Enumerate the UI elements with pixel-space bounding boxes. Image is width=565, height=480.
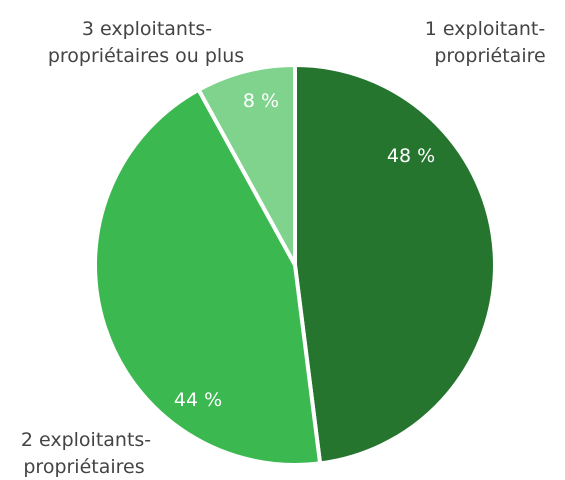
- slice-category-label-3-line-2: propriétaires ou plus: [48, 45, 244, 67]
- pie-slice-1: [293, 62, 497, 466]
- pie-slices: [93, 62, 497, 467]
- slice-category-label-1-line-2: propriétaire: [434, 45, 545, 67]
- slice-category-label-1-line-1: 1 exploitant-: [425, 18, 545, 40]
- slice-category-label-2-line-2: propriétaires: [23, 456, 144, 478]
- slice-category-label-3-line-1: 3 exploitants-: [82, 18, 212, 40]
- slice-value-labels: 48 % 44 % 8 %: [174, 90, 435, 411]
- slice-category-labels: 1 exploitant- propriétaire 2 exploitants…: [21, 18, 546, 478]
- slice-category-label-2-line-1: 2 exploitants-: [21, 429, 151, 451]
- slice-value-label-3: 8 %: [243, 90, 279, 112]
- slice-value-label-1: 48 %: [387, 145, 435, 167]
- pie-slice-2: [93, 87, 323, 467]
- slice-value-label-2: 44 %: [174, 389, 222, 411]
- pie-slice-3: [195, 62, 297, 266]
